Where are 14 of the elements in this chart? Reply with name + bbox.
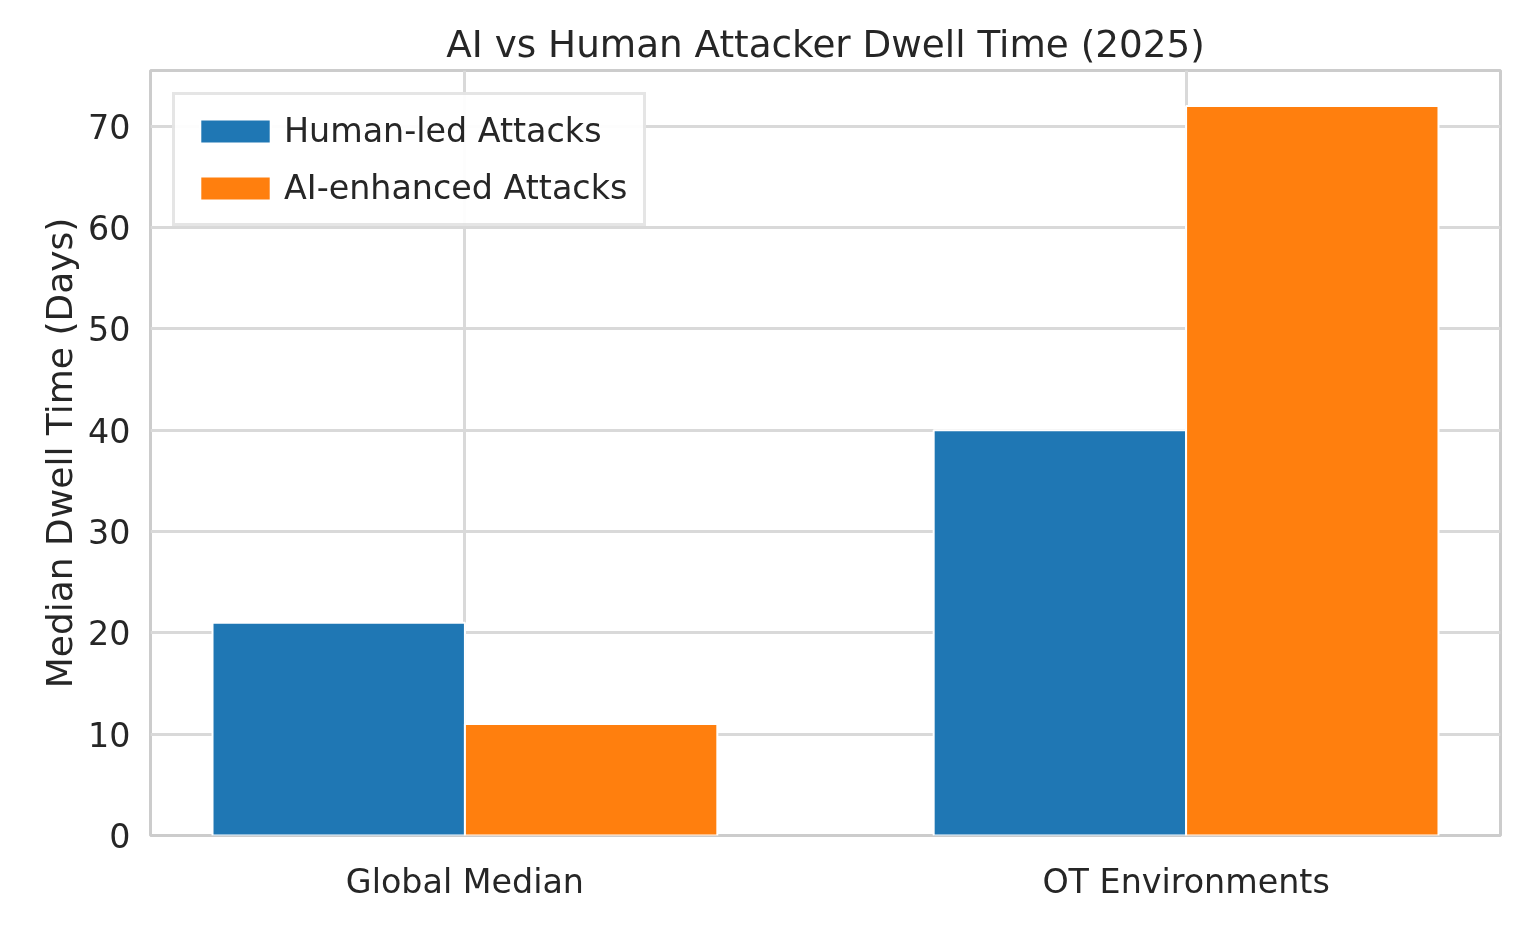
legend-label: Human-led Attacks <box>284 111 602 150</box>
x-tick-label: Global Median <box>345 861 584 901</box>
y-tick-label: 30 <box>88 513 131 553</box>
y-tick-label: 0 <box>109 817 131 856</box>
y-tick-label: 70 <box>88 107 131 147</box>
y-tick-label: 10 <box>88 715 131 755</box>
y-tick-label: 60 <box>88 209 131 249</box>
chart-title: AI vs Human Attacker Dwell Time (2025) <box>446 21 1205 66</box>
y-tick-label: 50 <box>88 310 131 350</box>
y-tick-label: 40 <box>88 411 131 451</box>
legend-label: AI-enhanced Attacks <box>284 168 628 207</box>
x-tick-label: OT Environments <box>1042 861 1330 901</box>
y-tick-label: 20 <box>88 614 131 654</box>
y-axis-title: Median Dwell Time (Days) <box>39 217 81 689</box>
